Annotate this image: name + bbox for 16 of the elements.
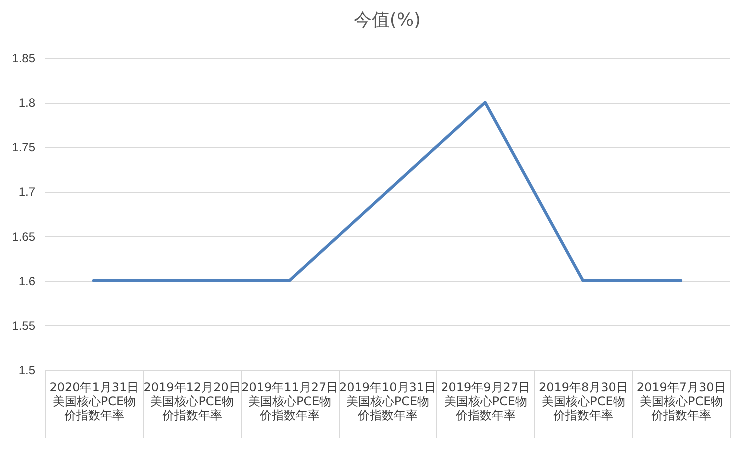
y-tick-label: 1.8: [18, 96, 36, 110]
x-tick-label: 2019年7月30日美国核心PCE物价指数年率: [636, 380, 726, 422]
y-tick-label: 1.55: [12, 318, 36, 333]
x-tick-label: 2019年11月27日美国核心PCE物价指数年率: [242, 380, 339, 422]
y-tick-label: 1.5: [18, 364, 36, 378]
y-tick-label: 1.85: [12, 52, 36, 66]
x-tick-label: 2019年8月30日美国核心PCE物价指数年率: [538, 380, 628, 422]
chart-title: 今值(%): [354, 10, 422, 31]
x-tick-label: 2019年10月31日美国核心PCE物价指数年率: [339, 380, 437, 422]
y-tick-label: 1.65: [12, 230, 36, 244]
x-tick-label: 2019年12月20日美国核心PCE物价指数年率: [144, 380, 241, 422]
x-tick-label: 2019年9月27日美国核心PCE物价指数年率: [441, 380, 531, 422]
y-tick-label: 1.7: [18, 185, 36, 200]
x-tick-label: 2020年1月31日美国核心PCE物价指数年率: [50, 380, 140, 422]
y-tick-label: 1.6: [18, 274, 36, 288]
y-tick-label: 1.75: [12, 140, 36, 155]
